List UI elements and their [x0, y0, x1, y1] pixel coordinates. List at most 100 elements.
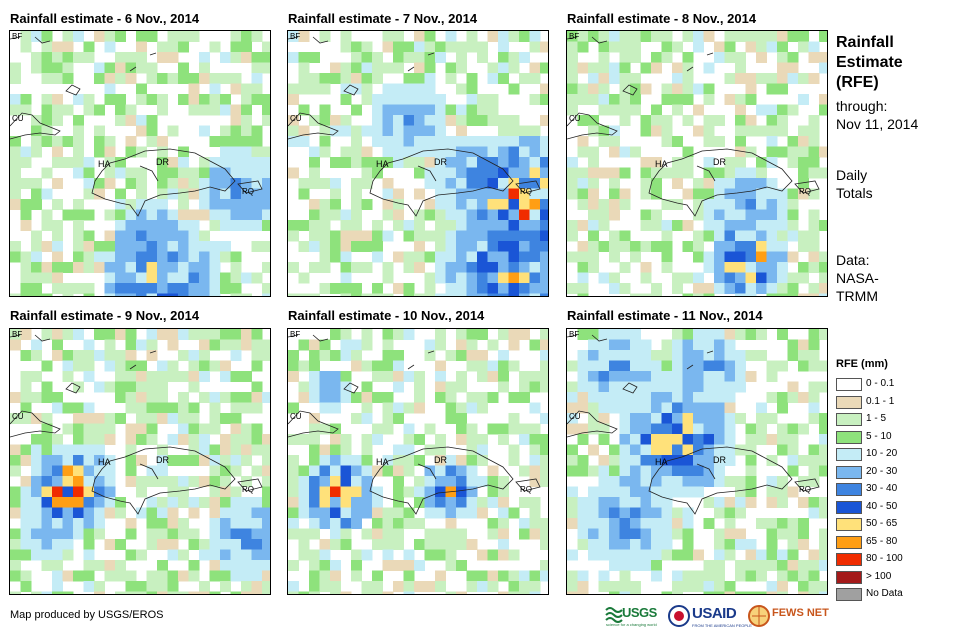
rainfall-cell: [31, 465, 42, 477]
rainfall-cell: [682, 188, 694, 200]
rainfall-cell: [20, 209, 32, 221]
rainfall-cell: [251, 339, 263, 351]
rainfall-cell: [598, 136, 610, 147]
rainfall-cell: [766, 262, 778, 273]
rainfall-cell: [661, 476, 673, 487]
rainfall-cell: [94, 413, 105, 424]
rainfall-cell: [672, 178, 683, 189]
rainfall-cell: [714, 339, 725, 351]
coastline: [515, 180, 541, 194]
rainfall-cell: [435, 251, 446, 263]
rainfall-cell: [94, 465, 105, 477]
rainfall-cell: [682, 62, 694, 74]
rainfall-cell: [382, 413, 394, 424]
rainfall-cell: [819, 381, 827, 393]
rainfall-cell: [340, 241, 352, 252]
rainfall-cell: [640, 486, 652, 498]
rainfall-cell: [651, 104, 662, 116]
rainfall-cell: [766, 73, 778, 84]
rainfall-cell: [199, 371, 210, 382]
rainfall-cell: [619, 539, 631, 550]
rainfall-cell: [529, 188, 541, 200]
rainfall-cell: [167, 209, 179, 221]
rainfall-cell: [31, 31, 42, 42]
coastline: [648, 148, 793, 217]
rainfall-cell: [808, 146, 820, 158]
usaid-seal: [668, 604, 690, 628]
rainfall-cell: [745, 455, 757, 466]
rainfall-cell: [577, 371, 589, 382]
rainfall-cell: [529, 476, 541, 487]
rainfall-cell: [703, 136, 715, 147]
rainfall-cell: [498, 73, 509, 84]
rainfall-cell: [724, 528, 736, 540]
rainfall-cell: [640, 125, 652, 137]
rainfall-cell: [529, 371, 541, 382]
rainfall-cell: [241, 581, 252, 592]
rainfall-cell: [83, 94, 95, 105]
rainfall-cell: [382, 507, 394, 519]
rainfall-cell: [115, 209, 126, 221]
rainfall-cell: [498, 497, 509, 508]
rainfall-cell: [167, 413, 179, 424]
rainfall-cell: [661, 136, 673, 147]
rainfall-cell: [41, 52, 53, 63]
rainfall-cell: [230, 104, 242, 116]
rainfall-cell: [682, 146, 694, 158]
rainfall-cell: [819, 146, 827, 158]
rainfall-cell: [724, 329, 736, 340]
rainfall-cell: [73, 402, 84, 414]
rainfall-cell: [220, 146, 231, 158]
rainfall-cell: [435, 371, 446, 382]
rainfall-cell: [487, 62, 499, 74]
rainfall-cell: [819, 591, 827, 594]
rainfall-cell: [125, 518, 137, 529]
rainfall-cell: [577, 360, 589, 372]
rainfall-cell: [115, 230, 126, 242]
rainfall-cell: [41, 104, 53, 116]
rainfall-cell: [519, 528, 530, 540]
rainfall-cell: [619, 486, 631, 498]
rainfall-cell: [73, 94, 84, 105]
rainfall-cell: [519, 251, 530, 263]
rainfall-cell: [199, 329, 210, 340]
rainfall-cell: [477, 507, 488, 519]
rainfall-cell: [424, 157, 436, 168]
rainfall-cell: [125, 230, 137, 242]
rainfall-cell: [403, 549, 415, 561]
rainfall-cell: [714, 350, 725, 361]
rainfall-cell: [146, 381, 158, 393]
rainfall-cell: [199, 230, 210, 242]
rainfall-cell: [477, 230, 488, 242]
rainfall-cell: [808, 115, 820, 126]
rainfall-cell: [361, 199, 373, 210]
rainfall-cell: [609, 371, 620, 382]
rainfall-cell: [309, 167, 320, 179]
rainfall-cell: [136, 167, 147, 179]
rainfall-cell: [393, 497, 404, 508]
rainfall-cell: [414, 251, 425, 263]
rainfall-cell: [540, 476, 548, 487]
rainfall-cell: [630, 549, 641, 561]
rainfall-cell: [567, 83, 578, 95]
rainfall-cell: [230, 528, 242, 540]
rainfall-cell: [609, 360, 620, 372]
rainfall-cell: [819, 293, 827, 296]
rainfall-cell: [319, 104, 331, 116]
rainfall-cell: [519, 188, 530, 200]
rainfall-cell: [10, 157, 21, 168]
rainfall-cell: [466, 283, 478, 294]
rainfall-cell: [745, 251, 757, 263]
rainfall-cell: [251, 497, 263, 508]
rainfall-cell: [682, 329, 694, 340]
rainfall-cell: [640, 83, 652, 95]
rainfall-cell: [167, 360, 179, 372]
rainfall-cell: [115, 167, 126, 179]
rainfall-cell: [598, 486, 610, 498]
rainfall-cell: [609, 329, 620, 340]
rainfall-cell: [340, 62, 352, 74]
rainfall-cell: [630, 94, 641, 105]
rainfall-cell: [319, 262, 331, 273]
rainfall-cell: [819, 549, 827, 561]
rainfall-cell: [661, 455, 673, 466]
